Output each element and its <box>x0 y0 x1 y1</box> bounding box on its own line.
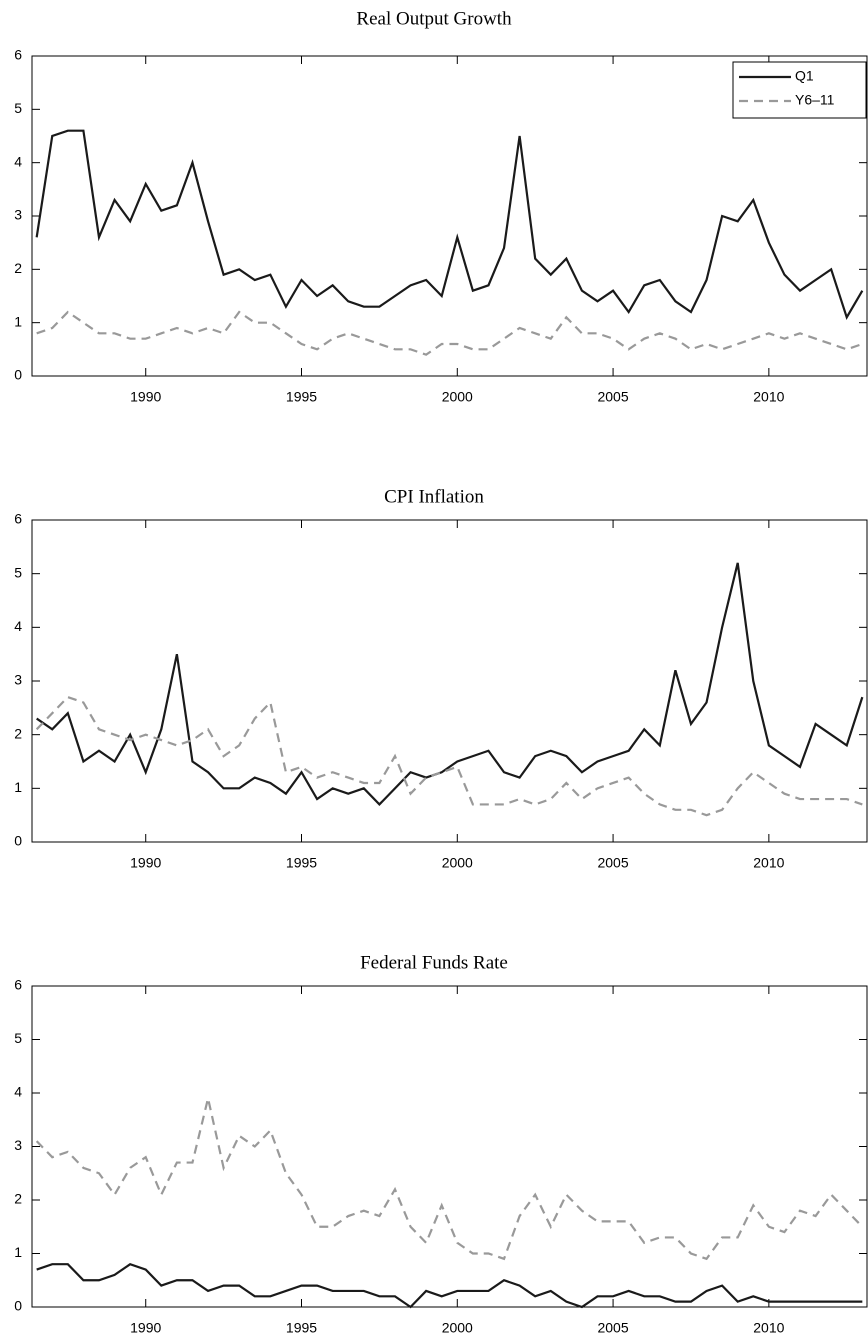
x-tick-label: 2010 <box>753 389 784 405</box>
y-tick-label: 5 <box>14 1030 22 1046</box>
chart-title: Federal Funds Rate <box>360 952 508 973</box>
x-tick-label: 1990 <box>130 1320 161 1336</box>
x-tick-label: 1990 <box>130 389 161 405</box>
y-tick-label: 5 <box>14 564 22 580</box>
y-tick-label: 3 <box>14 672 22 688</box>
y-tick-label: 3 <box>14 207 22 223</box>
y-tick-label: 5 <box>14 100 22 116</box>
y-tick-label: 1 <box>14 1244 22 1260</box>
x-tick-label: 2005 <box>597 389 628 405</box>
y-tick-label: 4 <box>14 618 22 634</box>
y-tick-label: 2 <box>14 260 22 276</box>
y-tick-label: 6 <box>14 977 22 993</box>
y-tick-label: 1 <box>14 313 22 329</box>
y-tick-label: 0 <box>14 1298 22 1314</box>
y-tick-label: 4 <box>14 153 22 169</box>
x-tick-label: 2005 <box>597 855 628 871</box>
series-line <box>36 1262 863 1309</box>
x-tick-label: 2000 <box>442 389 473 405</box>
y-tick-label: 4 <box>14 1084 22 1100</box>
x-tick-label: 2000 <box>442 855 473 871</box>
x-tick-label: 1995 <box>286 855 317 871</box>
legend-box <box>732 61 867 119</box>
series-line <box>36 310 863 356</box>
series-line <box>35 1098 864 1261</box>
series-line <box>36 562 864 807</box>
y-tick-label: 1 <box>14 779 22 795</box>
x-tick-label: 1995 <box>286 1320 317 1336</box>
series-line <box>35 695 863 817</box>
y-tick-label: 2 <box>14 1191 22 1207</box>
y-tick-label: 0 <box>14 367 22 383</box>
y-tick-label: 3 <box>14 1137 22 1153</box>
chart-title: CPI Inflation <box>384 486 484 507</box>
legend-label: Y6–11 <box>795 92 835 108</box>
chart-title: Real Output Growth <box>356 8 512 29</box>
x-tick-label: 2005 <box>597 1320 628 1336</box>
y-tick-label: 0 <box>14 833 22 849</box>
y-tick-label: 6 <box>14 511 22 527</box>
x-tick-label: 2010 <box>753 855 784 871</box>
x-tick-label: 1990 <box>130 855 161 871</box>
x-tick-label: 2000 <box>442 1320 473 1336</box>
y-tick-label: 6 <box>14 47 22 63</box>
x-tick-label: 2010 <box>753 1320 784 1336</box>
legend-label: Q1 <box>795 68 814 84</box>
series-line <box>35 129 864 321</box>
y-tick-label: 2 <box>14 725 22 741</box>
plot-frame <box>31 519 868 843</box>
x-tick-label: 1995 <box>286 389 317 405</box>
plot-frame <box>31 985 868 1308</box>
